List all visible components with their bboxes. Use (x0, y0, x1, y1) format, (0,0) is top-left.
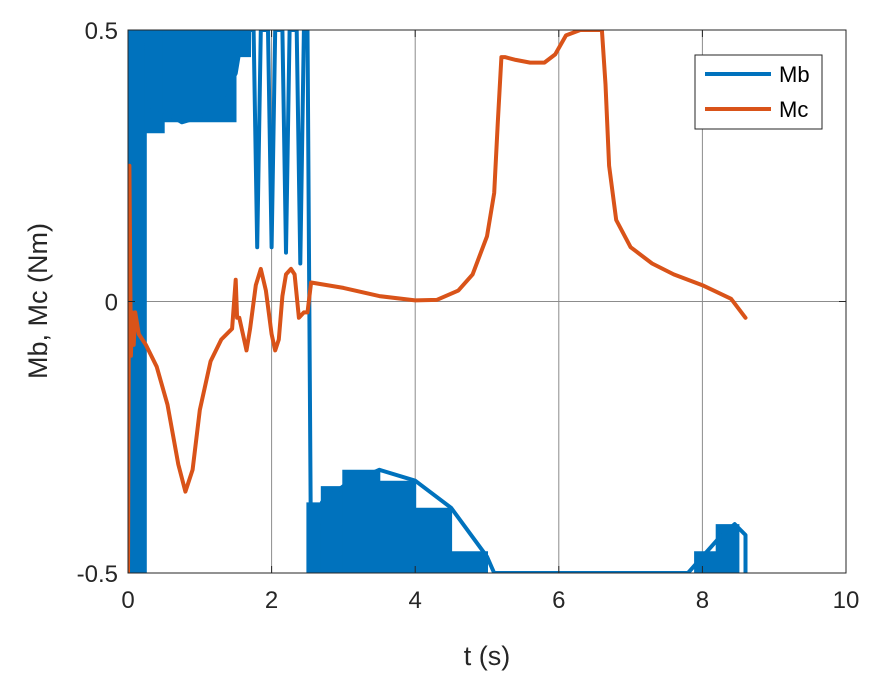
series-mb-band (320, 486, 345, 573)
series-mb-band (162, 30, 237, 123)
y-tick-label: -0.5 (77, 561, 118, 588)
x-tick-label: 0 (121, 587, 134, 614)
x-axis-label: t (s) (464, 641, 511, 671)
legend: Mb Mc (694, 54, 823, 130)
series-mb-band (342, 469, 381, 573)
ticks: 0 2 4 6 8 10-0.500.5 (77, 18, 860, 614)
series-mb-band (378, 480, 417, 573)
legend-box (694, 54, 823, 130)
series-mc (128, 30, 748, 573)
legend-label-mb: Mb (779, 62, 810, 87)
x-tick-label: 2 (265, 587, 278, 614)
series-mb-band (450, 551, 488, 573)
x-tick-label: 10 (833, 587, 860, 614)
series-mb-line (128, 30, 748, 573)
y-tick-label: 0.5 (85, 18, 118, 45)
series-mb-band (715, 524, 740, 573)
series-mc-line (128, 30, 748, 573)
x-tick-label: 4 (409, 587, 422, 614)
x-tick-label: 6 (552, 587, 565, 614)
series-mb-band (414, 507, 453, 573)
y-tick-label: 0 (105, 290, 118, 317)
legend-label-mc: Mc (779, 97, 808, 122)
x-tick-label: 8 (696, 587, 709, 614)
y-axis-label: Mb, Mc (Nm) (23, 223, 53, 379)
